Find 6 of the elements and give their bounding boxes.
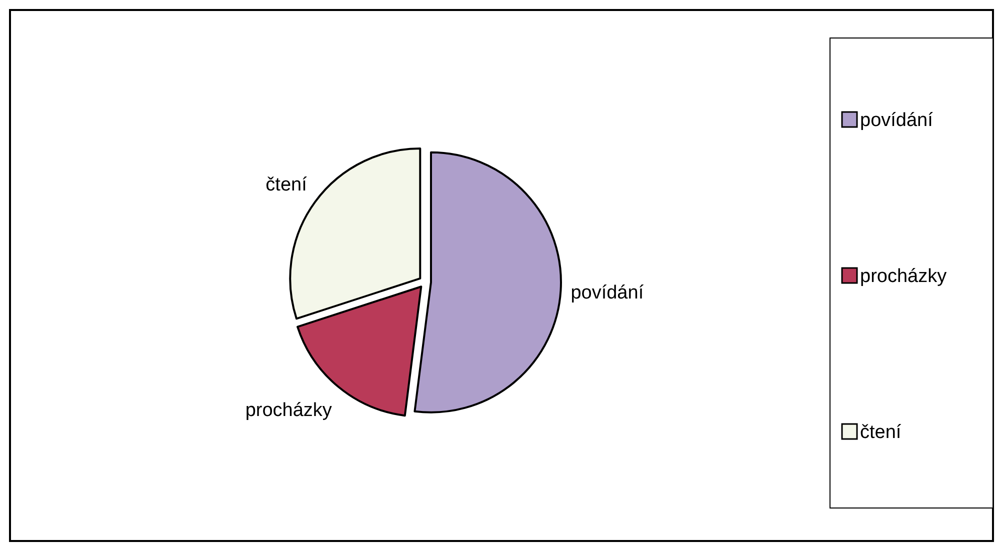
legend-label: čtení [860,422,902,443]
legend-label: povídání [860,110,934,131]
legend-label: procházky [860,266,948,287]
slice-label: procházky [245,400,332,421]
slice-label: čtení [266,174,308,196]
slice-label: povídání [570,282,644,304]
